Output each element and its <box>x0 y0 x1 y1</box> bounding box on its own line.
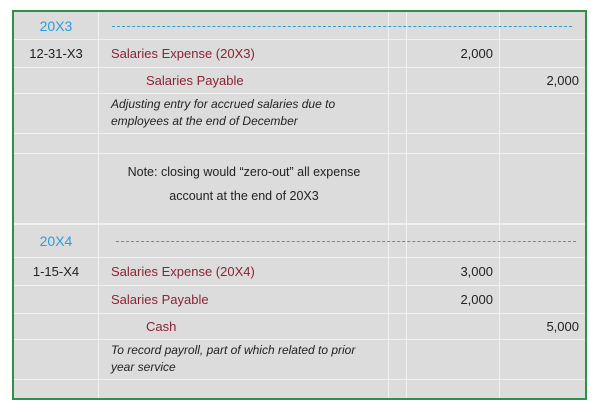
column-divider <box>406 12 407 398</box>
description-line: year service <box>111 360 176 374</box>
credit-amount: 2,000 <box>546 73 579 88</box>
description-line: To record payroll, part of which related… <box>111 343 356 357</box>
description-line: Adjusting entry for accrued salaries due… <box>111 97 336 111</box>
year-header-row: 20X4 <box>14 224 585 258</box>
year-label: 20X4 <box>39 233 73 249</box>
note-line: account at the end of 20X3 <box>169 189 319 203</box>
year-label: 20X3 <box>39 17 73 34</box>
column-divider <box>98 12 99 398</box>
entry-date: 1-15-X4 <box>32 264 80 279</box>
debit-amount <box>406 68 499 93</box>
debit-amount: 2,000 <box>460 46 493 61</box>
journal-table: 20X3 12-31-X3 Salaries Expense (20X3) 2,… <box>12 10 587 400</box>
credit-amount: 5,000 <box>546 319 579 334</box>
journal-row: 1-15-X4 Salaries Expense (20X4) 3,000 <box>14 258 585 286</box>
debit-amount <box>406 314 499 339</box>
journal-row: Salaries Payable 2,000 <box>14 68 585 94</box>
debit-account: Salaries Payable <box>111 292 209 307</box>
journal-row: 12-31-X3 Salaries Expense (20X3) 2,000 <box>14 40 585 68</box>
journal-row: Salaries Payable 2,000 <box>14 286 585 314</box>
credit-account: Salaries Payable <box>146 73 244 88</box>
blank-row <box>14 134 585 154</box>
debit-amount: 3,000 <box>460 264 493 279</box>
year-header-row: 20X3 <box>14 12 585 40</box>
credit-amount <box>499 258 585 285</box>
debit-account: Salaries Expense (20X4) <box>111 264 255 279</box>
note-line: Note: closing would “zero-out” all expen… <box>127 165 361 179</box>
credit-amount <box>499 40 585 67</box>
entry-date: 12-31-X3 <box>29 46 83 61</box>
credit-account: Cash <box>146 319 177 334</box>
entry-description: Adjusting entry for accrued salaries due… <box>111 96 391 130</box>
debit-account: Salaries Expense (20X3) <box>111 46 255 61</box>
description-row: To record payroll, part of which related… <box>14 340 585 380</box>
credit-amount <box>499 286 585 313</box>
entry-description: To record payroll, part of which related… <box>111 342 391 376</box>
description-line: employees at the end of December <box>111 114 298 128</box>
description-row: Adjusting entry for accrued salaries due… <box>14 94 585 134</box>
closing-note: Note: closing would “zero-out” all expen… <box>111 160 377 208</box>
column-divider <box>388 12 389 398</box>
debit-amount: 2,000 <box>460 292 493 307</box>
year-divider <box>112 25 572 27</box>
blank-row <box>14 380 585 398</box>
note-row: Note: closing would “zero-out” all expen… <box>14 154 585 224</box>
year-divider <box>116 241 576 242</box>
column-divider <box>499 12 500 398</box>
journal-row: Cash 5,000 <box>14 314 585 340</box>
